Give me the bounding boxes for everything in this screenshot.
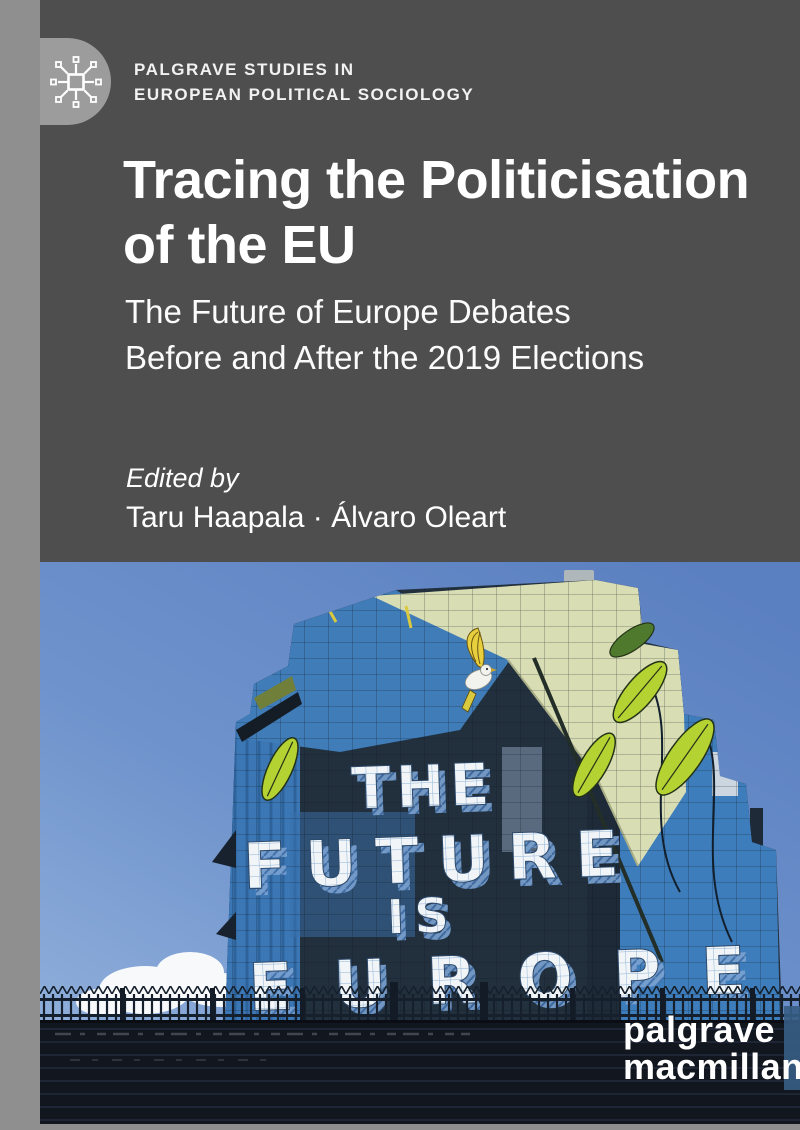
- book-title-line2: of the EU: [123, 215, 356, 275]
- book-subtitle: The Future of Europe Debates Before and …: [125, 289, 644, 381]
- mural-word-is-shadow: IS: [391, 894, 457, 952]
- cover-front: PALGRAVE STUDIES IN EUROPEAN POLITICAL S…: [40, 0, 800, 1124]
- blue-railing: [784, 1006, 800, 1090]
- cover-photo: THE THE FUTURE FUTURE IS IS EUROPE EUROP…: [40, 562, 800, 1124]
- fence: [40, 982, 800, 1022]
- future-is-europe-mural-scene: THE THE FUTURE FUTURE IS IS EUROPE EUROP…: [40, 562, 800, 1124]
- building: [225, 580, 782, 1022]
- series-title-line2: EUROPEAN POLITICAL SOCIOLOGY: [134, 84, 475, 104]
- palgrave-flower-icon: [49, 55, 102, 108]
- mural-word-the-shadow: THE: [356, 757, 498, 830]
- publisher-line1: palgrave: [623, 1009, 776, 1050]
- spine-strip: [0, 0, 40, 1130]
- bird: [461, 627, 497, 713]
- series-title-line1: PALGRAVE STUDIES IN: [134, 59, 355, 79]
- stairs: [40, 1006, 800, 1124]
- series-title: PALGRAVE STUDIES IN EUROPEAN POLITICAL S…: [134, 57, 474, 107]
- book-subtitle-line2: Before and After the 2019 Elections: [125, 339, 645, 376]
- mural-word-is: IS: [386, 888, 452, 946]
- series-band: PALGRAVE STUDIES IN EUROPEAN POLITICAL S…: [40, 38, 474, 125]
- palgrave-logo-capsule: [40, 38, 111, 125]
- book-title-line1: Tracing the Politicisation: [123, 150, 750, 210]
- mural-word-the: THE: [350, 750, 492, 823]
- edited-by-label: Edited by: [126, 463, 239, 493]
- book-subtitle-line1: The Future of Europe Debates: [125, 293, 571, 330]
- editors-block: Edited by Taru Haapala · Álvaro Oleart: [126, 462, 506, 536]
- publisher-logo: palgrave macmillan: [623, 1011, 800, 1085]
- painted-leaves: [261, 622, 715, 801]
- wall-brackets: [212, 830, 236, 940]
- book-title: Tracing the Politicisation of the EU: [123, 148, 750, 278]
- publisher-line2: macmillan: [623, 1046, 800, 1087]
- editor-names: Taru Haapala · Álvaro Oleart: [126, 501, 507, 534]
- rooftop-structure: [564, 570, 594, 583]
